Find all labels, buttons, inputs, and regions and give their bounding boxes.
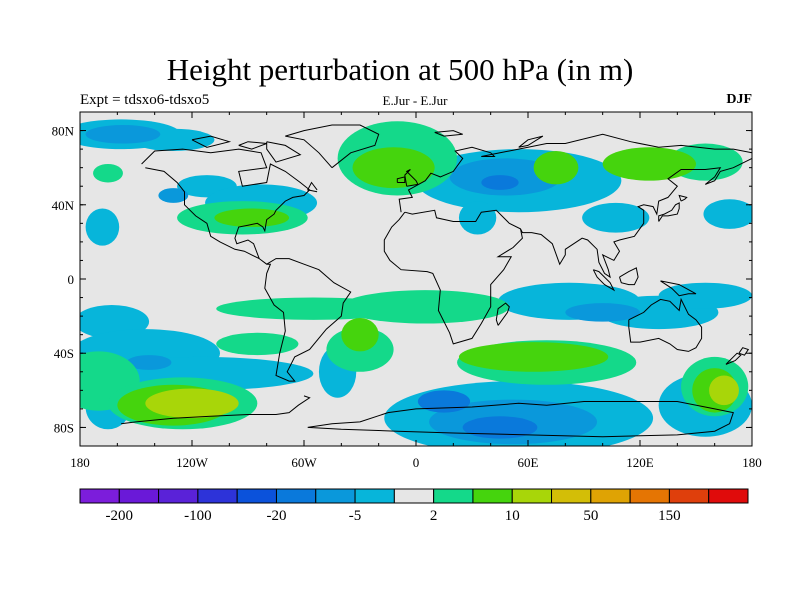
lon-tick-label: 120W: [176, 455, 209, 470]
colorbar-label: 10: [505, 508, 520, 524]
contour-region-green: [214, 208, 290, 228]
coastline: [518, 135, 544, 148]
contour-region-yellow-green: [709, 375, 739, 406]
contour-region-deep-blue: [481, 175, 519, 190]
contour-region-light-blue: [582, 202, 650, 233]
season-label: DJF: [726, 92, 752, 107]
colorbar-swatch: [551, 488, 592, 504]
colorbar-swatch: [354, 488, 395, 504]
coastline: [191, 135, 232, 148]
contour-region-green: [533, 150, 579, 185]
colorbar-swatch: [590, 488, 631, 504]
colorbar-swatch: [708, 488, 749, 504]
contour-region-yellow-green: [145, 388, 239, 419]
coastline: [495, 302, 510, 326]
colorbar-swatch: [275, 488, 317, 504]
colorbar-swatch: [158, 488, 199, 504]
coastline: [141, 148, 352, 382]
coastline: [121, 395, 311, 425]
colorbar-swatch: [629, 488, 670, 504]
contour-region-green: [458, 342, 609, 372]
colorbar-swatch: [79, 488, 120, 504]
contour-region-deep-blue: [462, 416, 538, 439]
colorbar-swatch: [315, 488, 356, 504]
colorbar-swatch: [668, 488, 710, 504]
coastline: [628, 297, 703, 352]
coastline: [658, 202, 680, 222]
longitude-axis: 180 120W 60W 0 60E 120E 180: [70, 112, 762, 470]
lat-tick-label: 40S: [54, 346, 74, 361]
contour-region-green: [352, 147, 435, 189]
coastline: [383, 209, 523, 345]
latitude-axis: 80N 40N 0 40S 80S: [52, 124, 752, 435]
plot-title: Height perturbation at 500 hPa (in m): [166, 52, 634, 87]
lon-tick-label: 180: [70, 455, 90, 470]
coastline: [306, 181, 318, 193]
contour-region-green: [341, 317, 379, 352]
colorbar: -200 -100 -20 -5 2 10 50 150: [79, 488, 749, 524]
lat-tick-label: 80S: [54, 420, 74, 435]
coastline: [307, 401, 734, 438]
contour-region-green: [602, 147, 696, 181]
contour-region-mid-blue: [126, 355, 172, 370]
contour-region-deep-blue: [417, 390, 471, 413]
contour-region-light-blue: [658, 282, 752, 309]
contour-region-light-green: [93, 163, 123, 183]
colorbar-label: 2: [430, 508, 438, 524]
lon-tick-label: 180: [742, 455, 762, 470]
experiment-label: Expt = tdsxo6-tdsxo5: [80, 92, 210, 108]
colorbar-swatch: [118, 488, 160, 504]
coastline: [404, 169, 419, 187]
domain-label: E.Jur - E.Jur: [382, 93, 448, 108]
coastline: [738, 347, 750, 356]
contour-region-mid-blue: [565, 303, 641, 322]
coastline: [619, 267, 639, 286]
coastline: [660, 280, 697, 297]
colorbar-swatch: [236, 488, 277, 504]
coastline: [145, 167, 260, 260]
coastline: [398, 133, 752, 213]
lon-tick-label: 0: [413, 455, 420, 470]
colorbar-label: -5: [349, 508, 362, 524]
contour-region-mid-blue: [158, 188, 189, 203]
contour-region-mid-blue: [85, 124, 161, 144]
colorbar-label: 50: [583, 508, 598, 524]
lat-tick-label: 80N: [52, 124, 75, 139]
contour-region-light-green: [341, 290, 510, 324]
coastline: [285, 124, 380, 169]
colorbar-label: -20: [266, 508, 286, 524]
coastline: [678, 194, 688, 202]
lat-tick-label: 0: [68, 272, 75, 287]
coastline: [434, 130, 463, 137]
coastline: [520, 157, 752, 279]
coastline: [266, 141, 302, 163]
lon-tick-label: 60E: [518, 455, 539, 470]
coastlines: [121, 124, 752, 438]
colorbar-swatch: [433, 488, 474, 504]
lon-tick-label: 120E: [626, 455, 654, 470]
lon-tick-label: 60W: [291, 455, 317, 470]
colorbar-swatch: [393, 488, 435, 504]
contour-region-light-green: [216, 332, 299, 356]
contour-region-light-blue: [703, 199, 752, 229]
coastline: [592, 269, 616, 292]
colorbar-swatch: [511, 488, 553, 504]
lat-tick-label: 40N: [52, 198, 75, 213]
colorbar-swatch: [197, 488, 238, 504]
colorbar-swatch: [472, 488, 513, 504]
contour-region-light-blue: [85, 208, 120, 246]
colorbar-label: -100: [184, 508, 212, 524]
colorbar-label: -200: [106, 508, 134, 524]
coastline: [725, 352, 742, 365]
colorbar-label: 150: [658, 508, 681, 524]
